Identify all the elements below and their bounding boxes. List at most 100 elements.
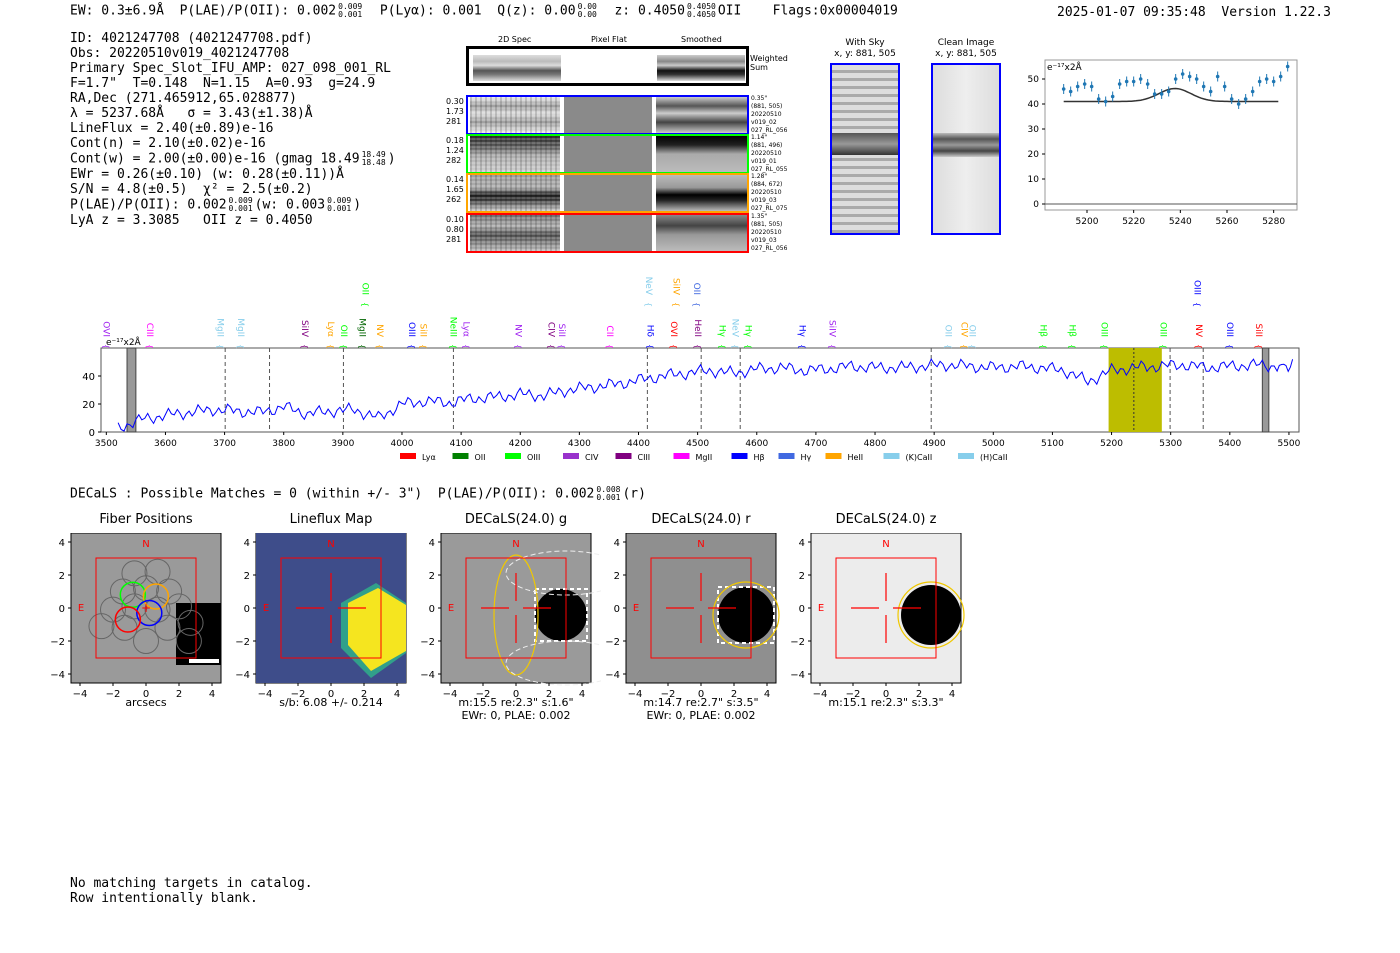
qz-hi: 0.00 [577, 2, 597, 11]
fiber-stat: 282 [446, 156, 462, 165]
fiber-cutout [466, 173, 749, 213]
info-redshifts: LyA z = 3.3085 OII z = 0.4050 [70, 213, 313, 228]
line-bracket: { [360, 302, 369, 307]
bright-source [176, 603, 221, 665]
y-tick-label: −4 [790, 670, 805, 681]
fiber-circle [156, 578, 183, 605]
y-tick-label: −2 [605, 637, 620, 648]
qz-value: Q(z): 0.00 [497, 3, 576, 19]
y-tick-label: 10 [1028, 175, 1040, 185]
search-box [95, 557, 197, 659]
info-contn: Cont(n) = 2.10(±0.02)e-16 [70, 136, 266, 151]
x-tick-label: 2 [731, 689, 737, 700]
line-bracket: { [300, 344, 309, 349]
compass-east: E [263, 603, 269, 614]
line-bracket: { [326, 344, 335, 349]
legend-label: OIII [527, 453, 540, 462]
data-point [1250, 89, 1255, 94]
x-tick-label: −2 [106, 689, 121, 700]
info-plae: P(LAE)/P(OII): 0.002 0.009 0.001 (w: 0.003 0… [70, 197, 396, 213]
info-lambda: λ = 5237.68Å σ = 3.43(±1.38)Å [70, 106, 313, 121]
aperture-ellipse [712, 581, 780, 649]
imaging-panel: + N E −4 −4 −2 −2 0 0 2 2 4 4 [50, 533, 222, 700]
panel-title: Fiber Positions [99, 512, 193, 527]
z-lo: 0.4050 [686, 10, 716, 19]
y-tick-label: −4 [420, 670, 435, 681]
z-hi: 0.4050 [686, 2, 716, 11]
fiber-stats: 0.30 1.73 281 [446, 97, 464, 127]
x-tick-label: −4 [813, 689, 828, 700]
decals-plae-lo: 0.001 [596, 493, 621, 502]
compass-north: N [512, 539, 519, 550]
x-tick-label: 5300 [1159, 439, 1182, 449]
fiber-meta-line: 027_RL_056 [751, 127, 788, 134]
y-tick-label: −2 [790, 637, 805, 648]
x-tick-label: 5400 [1218, 439, 1241, 449]
fiber-pixel-flat [564, 215, 652, 251]
y-tick-label: −4 [50, 670, 65, 681]
plae-text: P(LAE)/P(OII): 0.002 [70, 197, 227, 213]
imaging-panel: N E −4 −4 −2 −2 0 0 2 2 4 4 [420, 533, 601, 700]
emission-line-label: SiII [556, 323, 566, 337]
fiber-pixel-flat [564, 175, 652, 211]
data-point [1061, 87, 1066, 91]
fiber-pixel-flat [564, 136, 652, 172]
legend-swatch [563, 453, 579, 459]
line-bracket: { [145, 344, 154, 349]
emission-line-label: OIII [406, 322, 416, 337]
data-point [1124, 79, 1129, 84]
fiber-smoothed [656, 215, 747, 251]
data-point [1082, 82, 1087, 86]
x-tick-label: 2 [916, 689, 922, 700]
y-tick-label: 2 [799, 571, 805, 582]
source-artifact [189, 659, 219, 663]
fiber-stat: 0.10 [446, 215, 464, 224]
plae-w-hi: 0.009 [327, 196, 352, 205]
line-bracket: { [101, 344, 110, 349]
weighted-sum-label: Weighted Sum [750, 54, 788, 72]
line-bracket: { [357, 344, 366, 349]
y-tick-label: 40 [82, 372, 95, 383]
legend-swatch [731, 453, 748, 459]
x-tick-label: 0 [883, 689, 889, 700]
fiber-cutout [466, 134, 749, 174]
y-tick-label: −2 [235, 637, 250, 648]
fiber-meta-line: (881, 505) [751, 103, 783, 110]
data-point [1271, 79, 1276, 84]
aperture-ellipse [493, 554, 539, 676]
emission-line-label: Hβ [1038, 324, 1048, 337]
masked-region [126, 347, 137, 433]
legend-swatch [958, 453, 974, 459]
fiber-2d-spec [470, 136, 560, 172]
emission-line-label: Hγ [796, 325, 806, 338]
unit-label: e⁻¹⁷x2Å [106, 336, 142, 348]
contw-end: ) [387, 151, 396, 167]
emission-line-label: Hγ [716, 325, 726, 338]
z-bounds: 0.4050 0.4050 [687, 3, 716, 19]
info-block: ID: 4021247708 (4021247708.pdf) Obs: 2022… [70, 31, 396, 228]
imaging-panel: N E −4 −4 −2 −2 0 0 2 2 4 4 [605, 533, 780, 700]
fiber-2d-spec [470, 97, 560, 133]
x-tick-label: 5260 [1216, 217, 1239, 227]
x-tick-label: −4 [443, 689, 458, 700]
bright-source [718, 587, 774, 643]
fiber-meta-line: 0.35" [751, 95, 768, 102]
x-tick-label: −4 [73, 689, 88, 700]
x-tick-label: 0 [698, 689, 704, 700]
fiber-2d-noise [470, 175, 560, 211]
fiber-2d-noise [470, 136, 560, 172]
panel-title: DECaLS(24.0) r [651, 512, 751, 527]
emission-line-label: NV [512, 324, 522, 338]
emission-line-label: NeV [643, 277, 653, 296]
fiber-meta-line: 027_RL_056 [751, 245, 788, 252]
imaging-panel: N E −4 −4 −2 −2 0 0 2 2 4 4 [790, 533, 965, 700]
info-contw: Cont(w) = 2.00(±0.00)e-16 (gmag 18.49 18.… [70, 151, 396, 167]
compass-east: E [818, 603, 824, 614]
fiber-stats: 0.18 1.24 282 [446, 136, 464, 166]
header-line: EW: 0.3±6.9Å P(LAE)/P(OII): 0.002 0.009 0.… [70, 3, 898, 19]
col-2d-spec: 2D Spec [498, 35, 532, 44]
fiber-stats: 0.10 0.80 281 [446, 215, 464, 245]
clean-image [931, 63, 1001, 235]
col-pixel-flat: Pixel Flat [591, 35, 627, 44]
x-tick-label: −4 [628, 689, 643, 700]
